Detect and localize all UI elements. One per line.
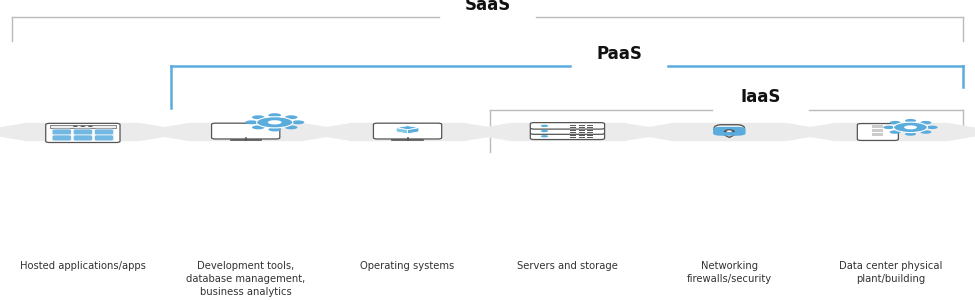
FancyBboxPatch shape <box>73 129 93 135</box>
Circle shape <box>256 117 292 128</box>
Polygon shape <box>408 128 419 134</box>
Circle shape <box>73 125 78 127</box>
Circle shape <box>88 125 93 127</box>
Circle shape <box>726 130 732 132</box>
FancyBboxPatch shape <box>212 123 280 139</box>
Circle shape <box>541 125 548 127</box>
FancyBboxPatch shape <box>95 129 114 135</box>
Polygon shape <box>396 128 408 134</box>
Polygon shape <box>455 123 680 141</box>
Circle shape <box>920 130 931 134</box>
Circle shape <box>268 128 281 131</box>
Polygon shape <box>134 123 358 141</box>
Circle shape <box>905 119 916 122</box>
Text: Servers and storage: Servers and storage <box>517 261 618 271</box>
FancyBboxPatch shape <box>95 135 114 141</box>
FancyBboxPatch shape <box>52 135 71 141</box>
FancyBboxPatch shape <box>713 127 746 136</box>
Circle shape <box>541 130 548 132</box>
Text: Hosted applications/apps: Hosted applications/apps <box>20 261 146 271</box>
Circle shape <box>285 125 297 129</box>
FancyBboxPatch shape <box>46 123 120 142</box>
Circle shape <box>268 120 282 124</box>
Circle shape <box>889 130 901 134</box>
Circle shape <box>268 113 281 117</box>
Circle shape <box>285 115 297 119</box>
Polygon shape <box>779 123 975 141</box>
Circle shape <box>926 126 938 129</box>
Circle shape <box>905 132 916 136</box>
FancyBboxPatch shape <box>530 133 604 140</box>
Circle shape <box>920 121 931 124</box>
Circle shape <box>245 120 257 124</box>
Text: Data center physical
plant/building: Data center physical plant/building <box>839 261 943 284</box>
Polygon shape <box>617 123 841 141</box>
Polygon shape <box>714 125 745 137</box>
Circle shape <box>541 135 548 137</box>
Text: IaaS: IaaS <box>740 88 781 106</box>
FancyBboxPatch shape <box>530 123 604 129</box>
Text: Networking
firewalls/security: Networking firewalls/security <box>686 261 772 284</box>
Text: SaaS: SaaS <box>464 0 511 14</box>
Circle shape <box>292 120 304 124</box>
Text: Operating systems: Operating systems <box>361 261 454 271</box>
Bar <box>50 124 116 128</box>
FancyBboxPatch shape <box>530 128 604 134</box>
Circle shape <box>81 125 85 127</box>
Circle shape <box>904 125 916 129</box>
Circle shape <box>889 121 901 124</box>
FancyBboxPatch shape <box>373 123 442 139</box>
Circle shape <box>883 126 894 129</box>
FancyBboxPatch shape <box>52 129 71 135</box>
Text: PaaS: PaaS <box>596 45 643 63</box>
Bar <box>873 129 883 132</box>
Polygon shape <box>396 126 419 130</box>
Polygon shape <box>295 123 520 141</box>
Circle shape <box>252 115 264 119</box>
Circle shape <box>252 125 264 129</box>
FancyBboxPatch shape <box>857 124 898 140</box>
Bar <box>873 134 883 136</box>
Circle shape <box>893 122 927 133</box>
FancyBboxPatch shape <box>73 135 93 141</box>
Bar <box>873 125 883 128</box>
Polygon shape <box>0 123 195 141</box>
Text: Development tools,
database management,
business analytics: Development tools, database management, … <box>186 261 305 297</box>
